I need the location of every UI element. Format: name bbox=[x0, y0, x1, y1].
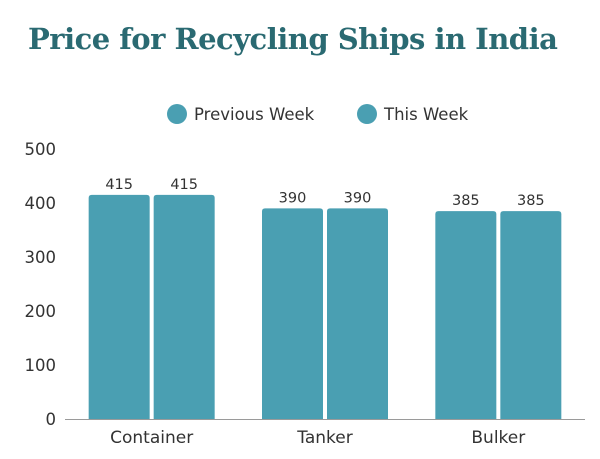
y-tick-label: 400 bbox=[25, 194, 57, 213]
bar bbox=[262, 208, 323, 419]
x-category-label: Bulker bbox=[471, 428, 525, 448]
bar bbox=[88, 194, 150, 419]
legend-item-previous-week: Previous Week bbox=[167, 104, 314, 124]
bar-value-label: 390 bbox=[279, 190, 307, 206]
y-tick-label: 0 bbox=[46, 410, 57, 429]
y-tick-label: 200 bbox=[25, 302, 57, 321]
bar bbox=[153, 194, 215, 419]
bar bbox=[500, 211, 562, 419]
y-tick-label: 500 bbox=[25, 140, 57, 159]
bar-value-label: 390 bbox=[344, 190, 372, 206]
chart-title: Price for Recycling Ships in India bbox=[28, 22, 558, 56]
legend-swatch-previous-week bbox=[167, 104, 187, 124]
bar-value-label: 385 bbox=[517, 193, 545, 209]
legend-label-previous-week: Previous Week bbox=[194, 104, 315, 124]
y-tick-label: 100 bbox=[25, 356, 57, 375]
chart-legend: Previous Week This Week bbox=[0, 104, 600, 130]
bar-value-label: 415 bbox=[170, 177, 198, 193]
x-category-label: Tanker bbox=[296, 428, 352, 448]
y-tick-label: 300 bbox=[25, 248, 57, 267]
x-category-label: Container bbox=[110, 428, 193, 448]
legend-item-this-week: This Week bbox=[357, 104, 468, 124]
bar bbox=[327, 208, 388, 419]
legend-label-this-week: This Week bbox=[384, 104, 469, 124]
bar-value-label: 385 bbox=[452, 193, 480, 209]
bar bbox=[435, 211, 497, 419]
legend-swatch-this-week bbox=[357, 104, 377, 124]
bar-value-label: 415 bbox=[105, 177, 133, 193]
